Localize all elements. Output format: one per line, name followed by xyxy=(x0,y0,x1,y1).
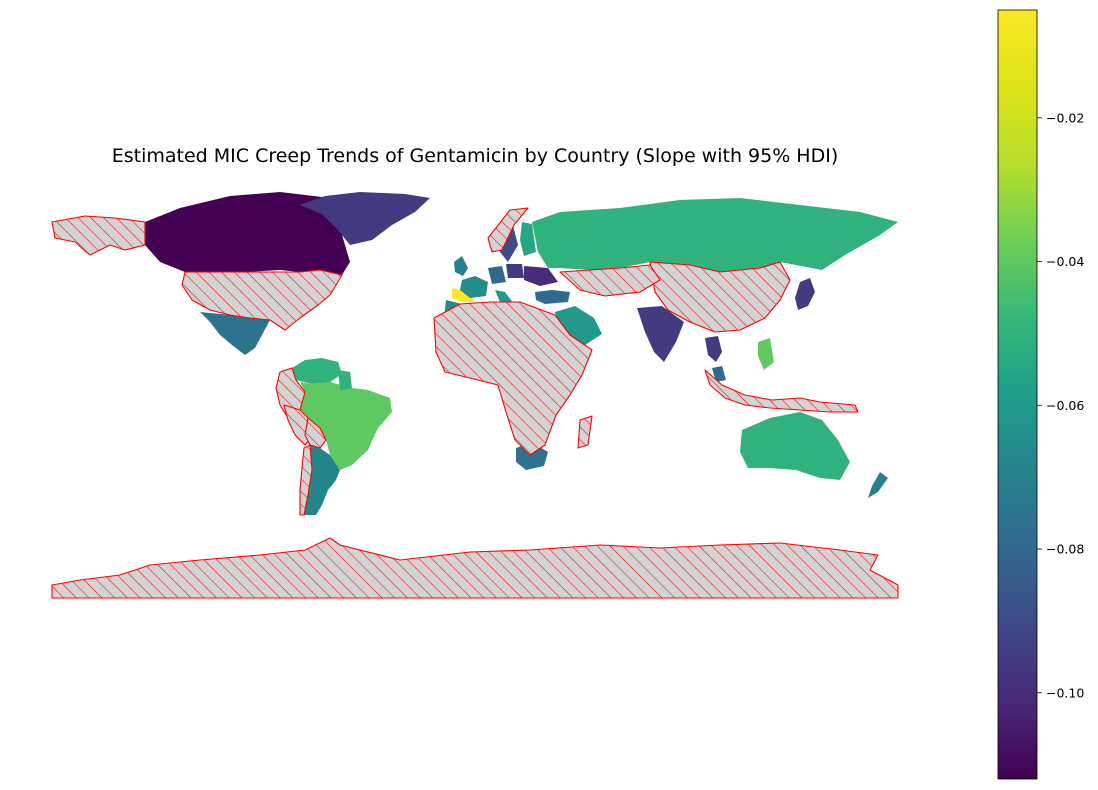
region-canada xyxy=(145,192,350,275)
map-layer xyxy=(51,192,899,599)
region-new-zealand xyxy=(868,472,888,498)
region-united-states xyxy=(181,269,343,331)
region-germany xyxy=(488,266,506,284)
region-spain xyxy=(452,288,474,302)
colorbar-ticks: −0.02 −0.04 −0.06 −0.08 −0.10 xyxy=(1037,110,1084,700)
region-madagascar xyxy=(577,415,593,449)
region-china xyxy=(649,261,791,333)
colorbar xyxy=(997,9,1038,780)
region-greenland xyxy=(300,192,430,245)
region-mexico xyxy=(200,312,270,355)
region-guyana xyxy=(338,370,352,390)
chart-title: Estimated MIC Creep Trends of Gentamicin… xyxy=(112,145,838,167)
region-brazil xyxy=(300,382,392,470)
region-philippines xyxy=(758,338,774,370)
region-poland xyxy=(506,264,524,278)
region-kazakhstan xyxy=(559,264,661,297)
region-venezuela xyxy=(292,358,342,384)
colorbar-tick-label: −0.04 xyxy=(1046,254,1084,269)
region-norway xyxy=(487,207,529,253)
region-thailand xyxy=(705,336,722,362)
region-antarctica xyxy=(51,537,899,599)
region-alaska xyxy=(51,215,146,256)
region-australia xyxy=(740,412,850,480)
region-africa-most xyxy=(433,301,593,456)
colorbar-tick-label: −0.06 xyxy=(1046,398,1084,413)
region-chile xyxy=(299,444,313,516)
region-argentina xyxy=(304,445,340,515)
region-turkey xyxy=(535,290,570,304)
region-india xyxy=(637,306,684,362)
region-malaysia xyxy=(712,366,726,382)
region-japan xyxy=(795,278,815,310)
colorbar-tick-label: −0.08 xyxy=(1046,542,1084,557)
region-ukraine xyxy=(524,266,558,286)
colorbar-tick-label: −0.10 xyxy=(1046,685,1084,700)
region-indonesia xyxy=(704,369,859,413)
region-bolivia xyxy=(304,417,327,449)
colorbar-tick-label: −0.02 xyxy=(1046,110,1084,125)
region-russia xyxy=(532,198,898,272)
region-united-kingdom xyxy=(454,256,468,276)
region-finland xyxy=(520,222,536,256)
region-france xyxy=(460,276,488,298)
